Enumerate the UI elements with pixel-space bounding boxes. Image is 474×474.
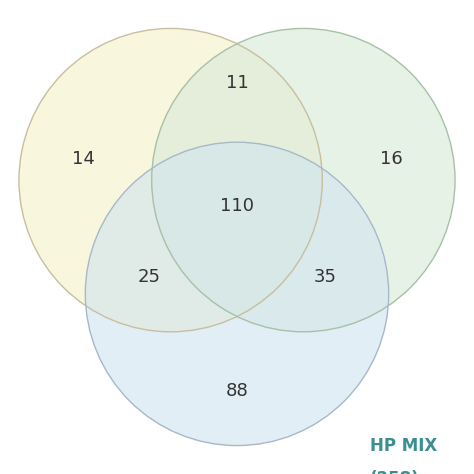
Text: 25: 25 [138, 268, 161, 286]
Text: 35: 35 [313, 268, 336, 286]
Circle shape [152, 28, 455, 332]
Text: 14: 14 [72, 150, 94, 168]
Text: 11: 11 [226, 74, 248, 92]
Text: 110: 110 [220, 197, 254, 215]
Text: (258): (258) [370, 470, 419, 474]
Circle shape [19, 28, 322, 332]
Text: 88: 88 [226, 382, 248, 400]
Text: HP MIX: HP MIX [370, 437, 437, 455]
Circle shape [85, 142, 389, 446]
Text: 16: 16 [380, 150, 402, 168]
